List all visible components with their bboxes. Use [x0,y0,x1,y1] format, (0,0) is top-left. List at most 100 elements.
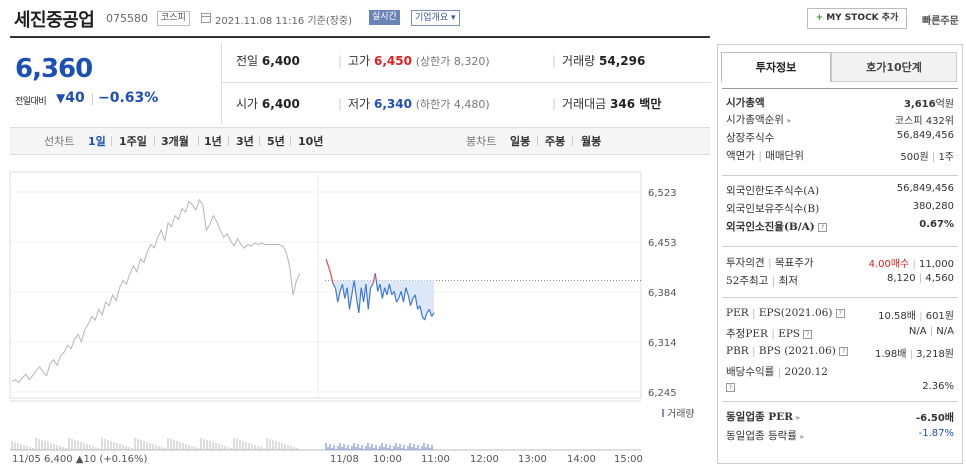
per-label: PER [726,307,749,319]
price-line-segment [428,309,433,317]
par-value: 500원 [900,152,929,163]
est-per-row: 추정PER | EPS ? N/A | N/A [726,326,954,340]
price-line-segment [360,287,365,303]
pbr-label: PBR [726,345,749,357]
tab-order-book-10[interactable]: 호가10단계 [831,52,957,82]
listed-shares-value: 56,849,456 [896,130,954,141]
add-my-stock-button[interactable]: + MY STOCK 추가 [807,8,907,29]
w52-high-label: 52주최고 [726,275,769,287]
info-icon[interactable]: ? [818,222,828,232]
change-percent: −0.63% [98,90,159,106]
listed-shares-label: 상장주식수 [726,132,775,144]
per-row: PER | EPS(2021.06) ? 10.58배 | 601원 [726,307,954,322]
prev-close-label: 전일 [236,54,259,68]
company-overview-dropdown[interactable]: 기업개요 ▾ [411,10,460,26]
intraday-price-chart[interactable]: 6,523 6,453 6,384 6,314 6,245 거래량 11/05 6,400 ▲… [0,160,710,467]
volume: | 거래량 54,296 [552,54,646,68]
price-line-segment [407,294,412,306]
x-tick-label: 11/08 [330,454,359,465]
price-divider [221,42,222,124]
calendar-icon [201,13,211,23]
price-line-segment [405,287,409,296]
add-my-stock-label: MY STOCK 추가 [826,13,899,23]
tab-separator [572,136,573,146]
x-tick-label: 10:00 [373,454,402,465]
market-cap-rank-row: 시가총액순위 ▸ 코스피 432위 [726,112,954,128]
low-label: 저가 [348,97,371,111]
line-chart-label: 선차트 [44,135,75,148]
tab-monthly-candle[interactable]: 월봉 [581,135,602,148]
tab-separator [111,136,112,146]
price-line-segment [395,298,400,303]
open-label: 시가 [236,97,259,111]
info-icon[interactable]: ? [726,382,735,392]
x-tick-label: 15:00 [614,454,643,465]
quote-time: 2021.11.08 11:16 기준(장중) [215,16,353,27]
eps-label: EPS(2021.06) [758,307,833,319]
price-line-segment [362,284,367,303]
price-line-segment [409,298,414,306]
tab-1week[interactable]: 1주일 [119,135,147,148]
target-label: 목표주가 [774,257,814,269]
bps-label: BPS (2021.06) [758,345,836,357]
price-line-segment [398,291,402,299]
est-per-value: N/A [908,326,927,337]
tab-3year[interactable]: 3년 [236,135,254,148]
foreign-limit-value: 56,849,456 [896,183,954,194]
y-tick-label: 6,314 [648,338,677,349]
price-line-segment [386,283,390,296]
tab-investment-info[interactable]: 투자정보 [721,52,831,82]
x-tick-label: 13:00 [518,454,547,465]
info-icon[interactable]: ? [839,346,849,356]
market-cap-rank-value: 코스피 432위 [894,116,954,127]
price-line-segment [381,287,386,299]
par-label: 액면가 [726,150,755,162]
change-separator [92,93,93,105]
quick-order-link[interactable]: 빠른주문 [922,16,959,27]
high-price: | 고가 6,450 (상한가 8,320) [338,54,490,68]
stock-name: 세진중공업 [14,10,95,31]
price-line-segment [353,280,358,299]
sector-rate-row: 동일업종 등락률 ▸ -1.87% [726,428,954,444]
info-icon[interactable]: ? [803,329,813,339]
tab-weekly-candle[interactable]: 주봉 [545,135,566,148]
price-line-segment [431,312,435,317]
price-line-segment [414,294,419,310]
price-line-segment [367,287,372,310]
market-cap-value: 3,616 [903,99,936,110]
amount-label: 거래대금 [562,97,607,111]
section-divider [722,297,958,298]
tab-10year[interactable]: 10년 [298,135,324,148]
eps-value: 601원 [925,311,954,322]
est-per-label: 추정PER [726,328,768,340]
y-tick-label: 6,453 [648,238,677,249]
sector-per-label: 동일업종 PER [726,411,793,423]
x-tick-label: 14:00 [567,454,596,465]
chart-frame [9,171,642,399]
tab-1day[interactable]: 1일 [88,135,106,148]
price-line-segment [334,287,339,303]
candle-chart-label: 봉차트 [466,135,497,148]
trade-unit-label: 매매단위 [765,150,804,162]
sector-per-value: -6.50배 [915,413,954,424]
price-line-segment [419,305,423,317]
chevron-right-icon: ▸ [796,413,801,422]
prev-day-line [11,198,301,384]
est-eps-label: EPS [778,328,801,340]
tab-3month[interactable]: 3개월 [161,135,189,148]
pbr-row: PBR | BPS (2021.06) ? 1.98배 | 3,218원 [726,345,954,360]
price-line-segment [379,283,383,299]
foreign-ratio-value: 0.67% [919,219,954,230]
tab-daily-candle[interactable]: 일봉 [510,135,531,148]
listed-shares-row: 상장주식수 56,849,456 [726,130,954,146]
plus-icon: + [815,13,824,23]
info-icon[interactable]: ? [835,308,845,318]
tab-1year[interactable]: 1년 [204,135,222,148]
stock-code: 075580 [106,12,148,25]
tab-separator [290,136,291,146]
tab-5year[interactable]: 5년 [267,135,285,148]
price-line-segment [348,294,353,310]
section-divider [722,246,958,247]
price-line-segment [370,283,374,289]
change-label: 전일대비 [15,97,47,107]
